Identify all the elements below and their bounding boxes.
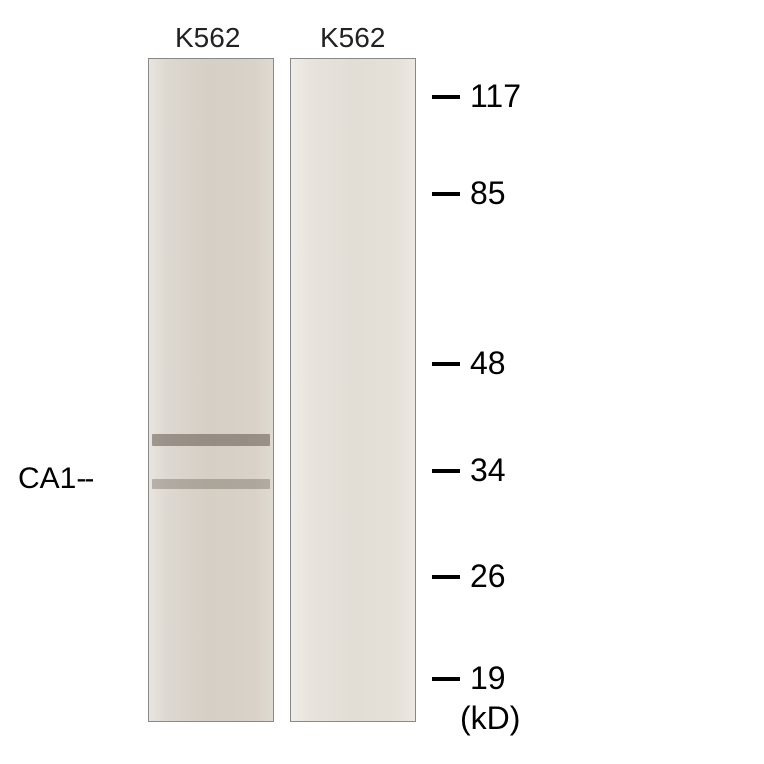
mw-marker-26: 26: [432, 558, 506, 595]
protein-label-ca1: CA1 --: [18, 462, 92, 496]
mw-marker-19: 19: [432, 660, 506, 697]
protein-band-ca1: [152, 479, 270, 489]
protein-pointer: --: [76, 462, 92, 496]
marker-label: 117: [470, 78, 521, 115]
blot-lane-2: [290, 58, 416, 722]
unit-label: (kD): [460, 700, 520, 737]
marker-tick-icon: [432, 362, 460, 366]
mw-marker-117: 117: [432, 78, 521, 115]
marker-tick-icon: [432, 469, 460, 473]
lane1-header: K562: [175, 22, 240, 54]
mw-marker-48: 48: [432, 345, 506, 382]
marker-tick-icon: [432, 192, 460, 196]
marker-tick-icon: [432, 95, 460, 99]
western-blot-figure: K562 K562 117 85 48 34 26 19 CA1 -- (kD): [0, 0, 764, 764]
protein-name: CA1: [18, 462, 76, 496]
mw-marker-85: 85: [432, 175, 506, 212]
marker-label: 85: [470, 175, 506, 212]
marker-label: 19: [470, 660, 506, 697]
marker-label: 26: [470, 558, 506, 595]
blot-lane-1: [148, 58, 274, 722]
marker-label: 48: [470, 345, 506, 382]
protein-band-upper: [152, 434, 270, 446]
mw-marker-34: 34: [432, 452, 506, 489]
marker-tick-icon: [432, 677, 460, 681]
marker-tick-icon: [432, 575, 460, 579]
marker-label: 34: [470, 452, 506, 489]
lane2-header: K562: [320, 22, 385, 54]
